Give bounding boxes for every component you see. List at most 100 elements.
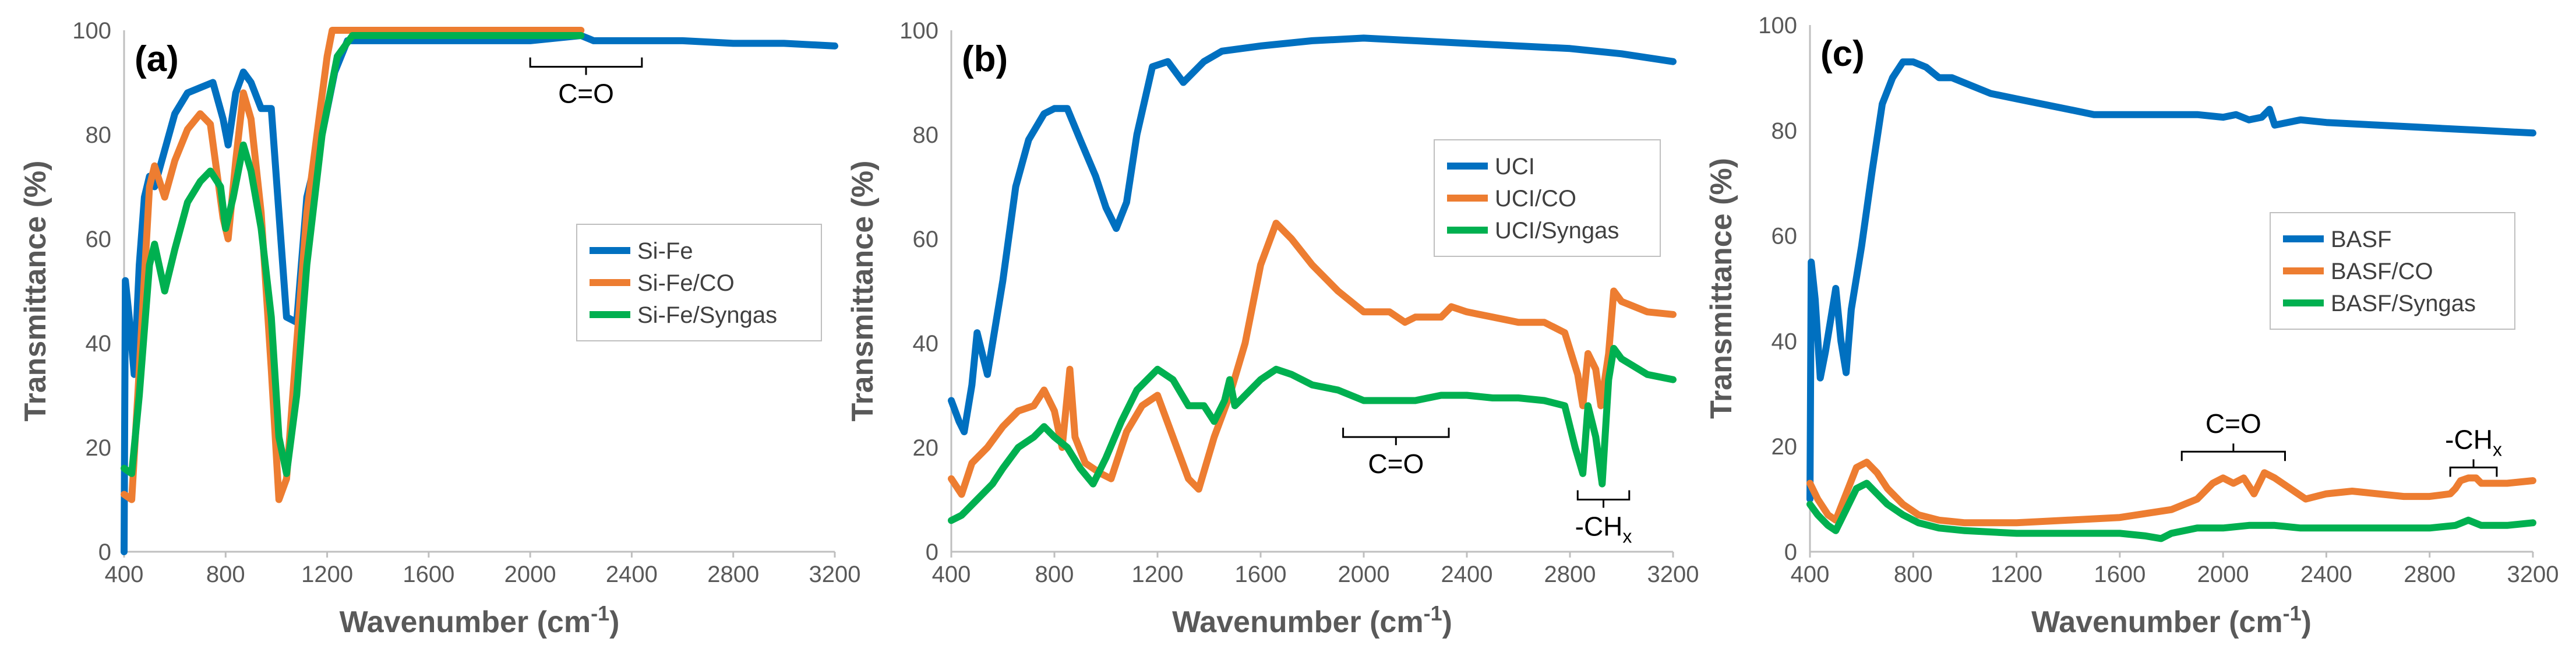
x-axis-title: Wavenumber (cm-1)	[340, 601, 620, 639]
annotation-text: C=O	[2206, 408, 2261, 439]
x-axis-title-close: )	[609, 605, 619, 639]
x-tick-label: 800	[1894, 562, 1933, 587]
legend-label: Si-Fe/Syngas	[637, 302, 777, 328]
legend: Si-Fe Si-Fe/CO Si-Fe/Syngas	[576, 224, 822, 341]
series-line-2	[121, 27, 585, 503]
y-tick-label: 40	[1772, 329, 1798, 354]
x-tick-label: 2800	[707, 562, 759, 587]
annotation-bracket	[2449, 459, 2498, 477]
legend: BASF BASF/CO BASF/Syngas	[2270, 212, 2515, 330]
x-axis-title-close: )	[2302, 605, 2312, 639]
x-tick-label: 3200	[809, 562, 861, 587]
y-axis-title: Transmittance (%)	[846, 161, 880, 422]
series-line-1	[948, 34, 1677, 436]
x-axis-title-main: Wavenumber (cm	[2031, 605, 2283, 639]
legend-label: UCI	[1495, 154, 1535, 179]
x-tick-label: 400	[105, 562, 144, 587]
x-tick-label: 2000	[2197, 562, 2249, 587]
annotation-bracket	[2180, 443, 2286, 461]
legend: UCI UCI/CO UCI/Syngas	[1434, 139, 1661, 257]
annotation-text: C=O	[558, 79, 614, 109]
y-tick-label: 20	[1772, 434, 1798, 460]
panel-label: (c)	[1820, 34, 1865, 74]
annotation-bracket	[529, 57, 643, 75]
annotation-label: C=O	[1368, 449, 1424, 479]
series-line-2	[1806, 459, 2536, 527]
x-axis-title-main: Wavenumber (cm	[1172, 605, 1424, 639]
x-tick-label: 800	[206, 562, 245, 587]
x-tick-label: 2800	[1544, 562, 1596, 587]
y-tick-label: 0	[926, 539, 938, 565]
legend-label: BASF	[2331, 227, 2391, 252]
y-tick-label: 100	[1758, 13, 1797, 38]
y-tick-label: 80	[1772, 118, 1798, 144]
x-tick-label: 1600	[1235, 562, 1287, 587]
annotation-label: -CHx	[1575, 512, 1632, 547]
x-axis-title-main: Wavenumber (cm	[340, 605, 591, 639]
y-axis-title: Transmittance (%)	[1705, 158, 1738, 419]
y-tick-label: 100	[72, 18, 111, 44]
x-axis-title-close: )	[1442, 605, 1452, 639]
x-tick-label: 3200	[2507, 562, 2559, 587]
chart-panel-3: 400 800 1200 1600 2000 2400 2800 3200 0 20 40 60 80 1…	[1705, 13, 2559, 639]
x-axis-title: Wavenumber (cm-1)	[1172, 601, 1452, 639]
chart-panel-2: 400 800 1200 1600 2000 2400 2800 3200 0 20 40 60 80 1…	[846, 18, 1699, 639]
x-tick-label: 2000	[504, 562, 556, 587]
series-line-3	[948, 345, 1677, 524]
annotation-text: C=O	[1368, 449, 1424, 479]
legend-label: UCI/CO	[1495, 186, 1576, 211]
x-tick-label: 400	[932, 562, 971, 587]
series-line-2	[948, 220, 1677, 498]
panel-label: (a)	[135, 39, 179, 79]
y-tick-label: 20	[86, 435, 112, 461]
y-tick-label: 40	[913, 331, 939, 357]
x-tick-label: 400	[1791, 562, 1830, 587]
x-axis-title-sup: -1	[591, 601, 609, 625]
y-tick-label: 0	[1784, 539, 1797, 565]
y-tick-label: 60	[913, 227, 939, 252]
legend-label: BASF/CO	[2331, 259, 2433, 284]
x-axis-title: Wavenumber (cm-1)	[2031, 601, 2312, 639]
series-line-3	[121, 32, 585, 477]
y-tick-label: 80	[86, 122, 112, 148]
annotation-bracket	[1576, 490, 1631, 508]
legend-label: Si-Fe/CO	[637, 270, 735, 296]
annotation-label: C=O	[558, 79, 614, 109]
annotation-subscript: x	[2493, 439, 2502, 460]
x-tick-label: 1600	[403, 562, 454, 587]
annotation-label: -CHx	[2445, 424, 2502, 460]
legend-label: Si-Fe	[637, 238, 693, 264]
legend-label: UCI/Syngas	[1495, 218, 1619, 244]
panel-label: (b)	[962, 39, 1008, 79]
chart-panel-1: 400 800 1200 1600 2000 2400 2800 3200 0 20 40 60 80 1…	[19, 18, 860, 639]
x-tick-label: 2400	[606, 562, 658, 587]
y-tick-label: 100	[899, 18, 938, 44]
annotation-label: C=O	[2206, 408, 2261, 439]
y-tick-label: 60	[1772, 224, 1798, 249]
legend-label: BASF/Syngas	[2331, 291, 2476, 316]
y-tick-label: 20	[913, 435, 939, 461]
x-tick-label: 800	[1035, 562, 1074, 587]
y-axis-title: Transmittance (%)	[19, 161, 52, 422]
x-tick-label: 2800	[2404, 562, 2455, 587]
annotation-subscript: x	[1622, 526, 1632, 547]
x-tick-label: 3200	[1647, 562, 1699, 587]
annotation-text: -CH	[2445, 424, 2493, 454]
x-tick-label: 1200	[1991, 562, 2042, 587]
x-tick-label: 1200	[1132, 562, 1184, 587]
series-line-1	[1806, 58, 2536, 503]
y-tick-label: 40	[86, 331, 112, 357]
annotation-text: -CH	[1575, 512, 1623, 542]
y-tick-label: 60	[86, 227, 112, 252]
x-tick-label: 1600	[2094, 562, 2146, 587]
annotation-bracket	[1342, 428, 1450, 446]
x-tick-label: 2000	[1338, 562, 1390, 587]
series-line-3	[1806, 479, 2536, 542]
y-tick-label: 0	[98, 539, 111, 565]
x-tick-label: 1200	[301, 562, 353, 587]
x-tick-label: 2400	[2300, 562, 2352, 587]
x-axis-title-sup: -1	[2283, 601, 2302, 625]
x-tick-label: 2400	[1441, 562, 1493, 587]
y-tick-label: 80	[913, 122, 939, 148]
